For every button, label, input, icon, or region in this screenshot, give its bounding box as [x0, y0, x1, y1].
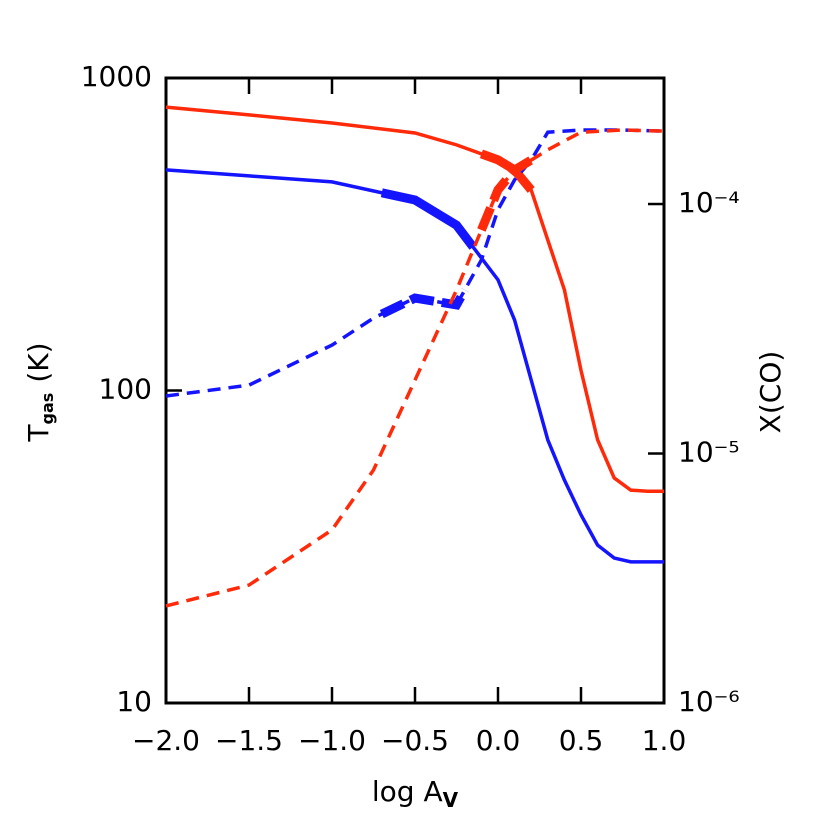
- line: [165, 128, 665, 398]
- x-axis-label: log AV: [372, 775, 459, 812]
- line: [165, 168, 664, 564]
- y2-tick-label: 10⁻⁶: [678, 685, 740, 718]
- y-label-sub: gas: [38, 393, 57, 425]
- y2-tick-label: 10⁻⁴: [678, 186, 740, 219]
- y2-axis-label: X(CO): [754, 351, 787, 434]
- highlight-segment: [479, 149, 535, 193]
- x-tick-label: 0.0: [476, 724, 521, 757]
- x-label-sub: V: [443, 788, 459, 812]
- plot-frame: [164, 76, 666, 705]
- x-tick-label: −2.0: [132, 724, 200, 757]
- highlight-segment: [380, 188, 477, 250]
- highlight-segment: [477, 156, 534, 232]
- y-tick-label: 1000: [81, 60, 152, 93]
- y-axis-label: Tgas (K): [22, 342, 57, 442]
- y2-tick-label: 10⁻⁵: [678, 436, 740, 469]
- x-tick-label: −1.0: [298, 724, 366, 757]
- x-tick-label: −1.5: [215, 724, 283, 757]
- line: [165, 128, 665, 608]
- y-tick-label: 100: [99, 373, 152, 406]
- x-tick-label: 0.5: [559, 724, 604, 757]
- x-tick-label: 1.0: [642, 724, 687, 757]
- y-label-main: T: [22, 424, 55, 443]
- y-tick-label: 10: [116, 685, 152, 718]
- x-label-main: log A: [372, 775, 443, 808]
- y-label-suffix: (K): [22, 342, 55, 382]
- line: [165, 105, 664, 493]
- x-tick-label: −0.5: [381, 724, 449, 757]
- highlight-segment: [379, 287, 469, 319]
